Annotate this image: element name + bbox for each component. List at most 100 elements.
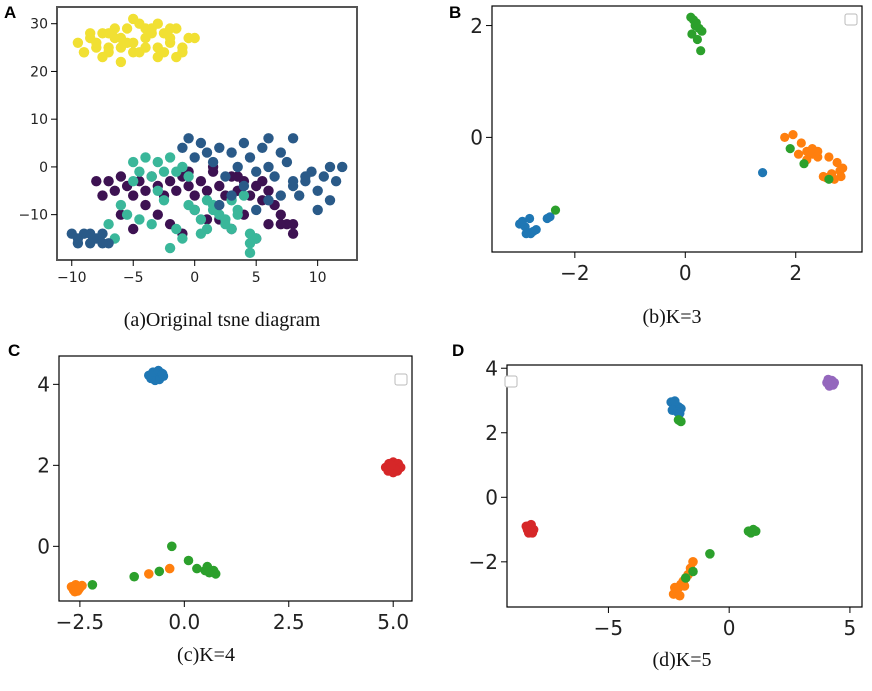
data-point	[679, 581, 690, 591]
x-tick-label: 0.0	[168, 610, 200, 634]
panel-d: −5 0 5 4 2 0 −2 D (d)K=5	[452, 341, 863, 671]
data-point	[158, 166, 170, 177]
data-point	[201, 147, 213, 158]
data-point	[146, 28, 157, 39]
data-point	[318, 171, 329, 182]
data-point	[195, 214, 207, 225]
x-tick-label: 5.0	[377, 610, 409, 634]
data-point	[226, 147, 237, 158]
series-navy	[66, 133, 348, 249]
data-point	[183, 171, 194, 182]
legend-box	[504, 375, 518, 388]
panel-c: −2.5 0.0 2.5 5.0 4 2 0 C (c)K=4	[8, 341, 413, 666]
y-tick-label: 20	[30, 64, 48, 80]
data-point	[294, 190, 305, 201]
series-green	[87, 541, 221, 590]
x-tick-label: 0	[190, 270, 199, 286]
data-point	[220, 171, 231, 182]
data-point	[674, 590, 685, 601]
data-point	[158, 195, 170, 206]
data-point	[128, 13, 139, 25]
panel-caption: (b)K=3	[642, 306, 701, 328]
plot-area	[507, 365, 862, 607]
data-point	[152, 209, 163, 220]
x-tick-label: 2	[789, 261, 802, 285]
x-tick-label: 0	[723, 616, 736, 640]
data-point	[97, 190, 108, 201]
data-point	[796, 138, 806, 148]
data-point	[152, 156, 163, 168]
data-point	[746, 528, 756, 538]
data-point	[244, 247, 256, 258]
data-point	[838, 163, 848, 173]
data-point	[128, 223, 139, 235]
data-point	[799, 159, 809, 169]
data-point	[183, 555, 194, 566]
points	[66, 13, 348, 258]
x-tick-label: −2.5	[56, 610, 105, 634]
axes-frame	[58, 355, 413, 602]
data-point	[238, 180, 250, 192]
y-tick-label: 2	[485, 421, 498, 445]
y-tick-label: 4	[485, 356, 498, 380]
data-point	[832, 157, 842, 168]
data-point	[517, 216, 528, 226]
data-point	[72, 233, 84, 244]
axes-frame	[506, 364, 863, 608]
series-orange	[66, 563, 175, 597]
data-point	[121, 23, 133, 34]
y-tick-label: 30	[30, 17, 48, 33]
panel-caption: (a)Original tsne diagram	[124, 309, 321, 331]
data-point	[263, 133, 274, 144]
x-tick-label: 5	[252, 270, 261, 286]
data-point	[78, 47, 90, 58]
data-point	[177, 142, 188, 153]
data-point	[527, 528, 538, 538]
y-tick-label: −2	[469, 550, 498, 574]
data-point	[244, 152, 256, 163]
data-point	[103, 176, 114, 187]
series-red	[380, 457, 406, 478]
data-point	[220, 214, 231, 225]
y-tick-label: 0	[485, 485, 498, 509]
data-point	[531, 225, 541, 235]
data-point	[244, 238, 256, 249]
data-point	[164, 152, 176, 163]
data-point	[251, 166, 262, 177]
data-point	[680, 573, 691, 583]
data-point	[525, 213, 535, 224]
series-yellow	[72, 13, 200, 68]
points	[521, 374, 839, 601]
data-point	[152, 18, 163, 29]
panel-label: A	[4, 3, 16, 22]
data-point	[214, 199, 225, 211]
data-point	[128, 156, 139, 168]
data-point	[545, 212, 555, 222]
data-point	[91, 37, 102, 48]
data-point	[312, 185, 323, 196]
data-point	[238, 190, 250, 201]
data-point	[257, 176, 268, 187]
data-point	[238, 137, 250, 149]
data-point	[189, 190, 200, 201]
data-point	[275, 147, 286, 158]
data-point	[177, 42, 188, 53]
x-tick-label: 10	[309, 270, 327, 286]
x-tick-label: 5	[844, 616, 857, 640]
data-point	[780, 132, 790, 142]
data-point	[164, 176, 176, 187]
data-point	[214, 142, 225, 153]
data-point	[121, 37, 133, 48]
x-tick-label: −2	[560, 261, 589, 285]
data-point	[550, 205, 561, 215]
data-point	[287, 176, 299, 187]
data-point	[158, 47, 170, 58]
data-point	[140, 185, 151, 196]
data-point	[386, 460, 396, 471]
series-purple	[822, 374, 839, 391]
data-point	[183, 199, 194, 211]
data-point	[183, 133, 194, 144]
y-tick-label: 0	[470, 126, 483, 150]
data-point	[287, 219, 299, 230]
data-point	[91, 176, 102, 187]
